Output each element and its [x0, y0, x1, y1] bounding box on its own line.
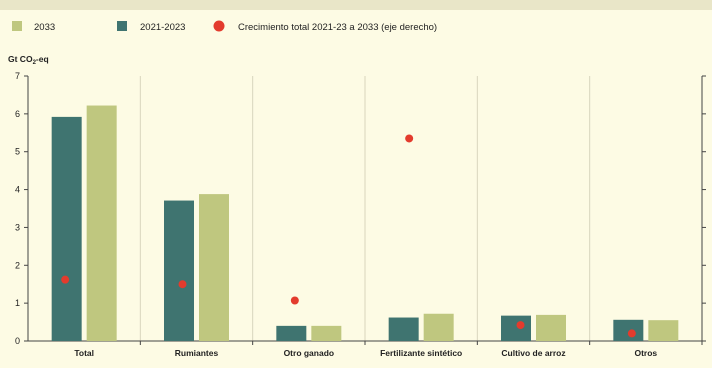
legend-label-growth: Crecimiento total 2021-23 a 2033 (eje de…	[238, 22, 437, 33]
growth-point	[405, 134, 414, 143]
y-tick-label: 3	[15, 222, 20, 232]
legend-label-2021-2023: 2021-2023	[140, 22, 185, 33]
legend-label-2033: 2033	[34, 22, 55, 33]
growth-point	[627, 329, 636, 338]
x-tick-label: Otros	[634, 348, 657, 358]
growth-point	[178, 280, 187, 289]
bar-2033	[648, 320, 679, 341]
growth-point	[290, 296, 299, 305]
legend-swatch-2033	[12, 21, 22, 31]
bar-2021-2023	[164, 200, 194, 341]
x-tick-label: Fertilizante sintético	[380, 348, 462, 358]
y-tick-label: 6	[15, 109, 20, 119]
plot-area: 0 1 2 3 4 5 6 7 Total Rumiantes Otro ganado Fertili…	[15, 71, 706, 358]
bar-2033	[199, 194, 229, 341]
y-tick-label: 0	[15, 336, 20, 346]
legend-swatch-2021-2023	[117, 21, 127, 31]
y-tick-label: 1	[15, 298, 20, 308]
chart-background	[0, 10, 712, 368]
bar-2021-2023	[276, 325, 307, 341]
bar-2033	[311, 325, 342, 341]
bar-2033	[423, 313, 454, 341]
legend-marker-growth	[213, 20, 225, 32]
x-tick-label: Total	[74, 348, 94, 358]
bar-2021-2023	[51, 116, 82, 341]
legend: 2033 2021-2023 Crecimiento total 2021-23…	[12, 20, 437, 33]
bar-2033	[86, 105, 117, 342]
bar-2021-2023	[613, 319, 644, 341]
y-tick-label: 5	[15, 147, 20, 157]
y-tick-label: 2	[15, 260, 20, 270]
y-tick-label: 4	[15, 185, 20, 195]
x-tick-label: Rumiantes	[175, 348, 219, 358]
y-tick-label: 7	[15, 71, 20, 81]
growth-point	[516, 321, 525, 330]
header-strip	[0, 0, 712, 10]
growth-point	[61, 275, 70, 284]
x-tick-label: Otro ganado	[284, 348, 335, 358]
bar-2021-2023	[388, 317, 419, 341]
bar-2033	[536, 314, 566, 341]
bar-2021-2023	[501, 315, 531, 341]
y-axis-unit: Gt CO2-eq	[8, 54, 49, 66]
x-tick-label: Cultivo de arroz	[501, 348, 565, 358]
